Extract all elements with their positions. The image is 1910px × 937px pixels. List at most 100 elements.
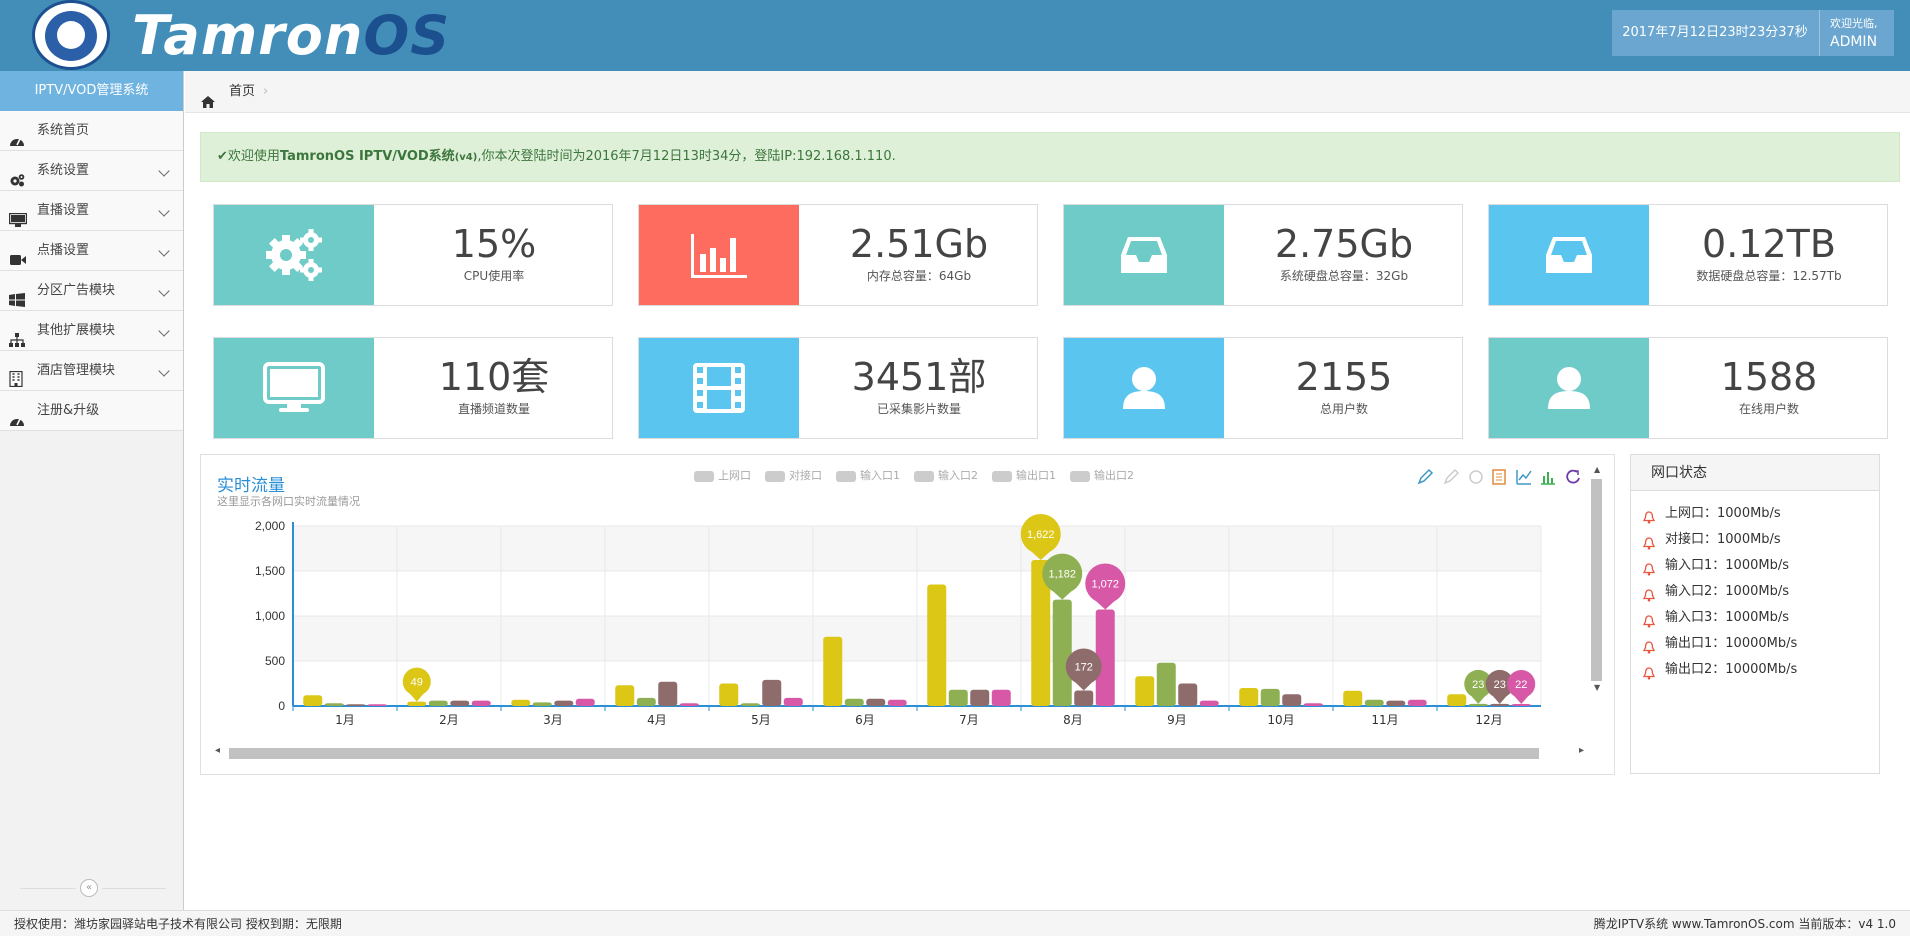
sitemap-icon [9,324,25,347]
markpoint-label: 49 [411,677,423,689]
breadcrumb: 首页 › [185,71,1910,113]
x-tick-label: 8月 [1063,713,1083,727]
markpoint-label: 22 [1515,679,1527,691]
chevron-down-icon [158,285,170,297]
home-icon[interactable] [200,85,216,127]
stat-card-2: 2.51Gb 内存总容量：64Gb [638,204,1038,306]
vertical-scrollbar[interactable]: ▲ ▼ [1590,465,1602,693]
stat-value: 2155 [1295,355,1393,399]
stat-label: 在线用户数 [1738,402,1799,416]
video-camera-icon [9,244,26,265]
bar-2-4 [636,697,656,706]
stat-value: 3451部 [851,355,987,399]
top-header: TamronOS 2017年7月12日23时23分37秒 欢迎光临, ADMIN [0,0,1910,71]
bar-4-9 [1199,700,1219,706]
sidebar-item-3[interactable]: 直播设置 [0,191,183,231]
gears-icon [214,205,374,305]
sidebar-item-label: 注册&升级 [37,403,100,418]
check-icon: ✔ [217,149,228,164]
windows-icon [9,284,25,307]
bar-2-12 [1468,703,1488,706]
markpoint-label: 1,182 [1048,569,1076,581]
sidebar-item-1[interactable]: 系统首页 [0,111,183,151]
dashboard-icon [9,404,25,426]
bar-3-1 [346,704,366,706]
x-tick-label: 11月 [1371,713,1398,727]
port-status-panel: 网口状态 上网口：1000Mb/s 对接口：1000Mb/s 输入口1：1000Mb… [1630,454,1880,774]
bar-4-12 [1511,704,1531,706]
bar-2-7 [948,689,968,706]
sidebar-item-2[interactable]: 系统设置 [0,151,183,191]
port-status-item: 输出口2：10000Mb/s [1631,657,1879,683]
bar-3-9 [1178,683,1198,706]
markpoint-pin [1065,648,1102,685]
building-icon [9,364,25,388]
chevron-down-icon [158,165,170,177]
breadcrumb-separator: › [263,84,269,99]
stat-label: 数据硬盘总容量：12.57Tb [1696,269,1842,283]
markpoint-label: 1,072 [1091,579,1119,591]
sidebar-item-8[interactable]: 注册&升级 [0,391,183,431]
markpoint-pin [402,667,431,696]
port-status-item: 输入口3：1000Mb/s [1631,605,1879,631]
sidebar-item-4[interactable]: 点播设置 [0,231,183,271]
bar-chart-toggle-icon[interactable] [1541,472,1555,485]
sidebar: IPTV/VOD管理系统 系统首页 系统设置 直播设置 点播设置 分区广告模块 其他扩展模… [0,71,184,910]
bell-icon [1642,612,1656,628]
bar-chart-icon [639,205,799,305]
bar-3-8 [1074,690,1094,706]
bar-4-4 [679,703,699,706]
bar-2-2 [428,700,448,706]
footer: 授权使用：潍坊家园驿站电子技术有限公司 授权到期：无限期 腾龙IPTV系统 ww… [0,910,1910,936]
port-status-item: 输入口1：1000Mb/s [1631,553,1879,579]
bar-1-4 [615,685,635,706]
chart-toolbox [1417,468,1587,486]
stat-card-5: 110套 直播频道数量 [213,337,613,439]
logo-emblem [32,0,110,70]
bar-2-11 [1364,699,1384,706]
dashboard-icon [9,124,25,146]
username[interactable]: ADMIN [1830,34,1878,50]
mark-clear-icon[interactable] [1469,470,1483,484]
bar-2-1 [324,703,344,706]
horizontal-scrollbar[interactable]: ◂ ▸ [213,745,1593,759]
data-view-icon[interactable] [1492,469,1506,485]
restore-icon[interactable] [1566,469,1580,484]
chart-title: 实时流量 [217,476,285,496]
y-tick-label: 2,000 [255,519,285,533]
chevron-down-icon [158,205,170,217]
sidebar-item-7[interactable]: 酒店管理模块 [0,351,183,391]
bar-1-11 [1343,690,1363,706]
bar-3-2 [450,700,470,706]
bar-4-3 [575,698,595,706]
sidebar-item-6[interactable]: 其他扩展模块 [0,311,183,351]
bar-2-8 [1052,599,1072,706]
mark-undo-icon[interactable] [1443,468,1460,485]
stat-label: 已采集影片数量 [876,402,961,416]
stat-card-4: 0.12TB 数据硬盘总容量：12.57Tb [1488,204,1888,306]
line-chart-icon[interactable] [1516,470,1532,485]
inbox-icon [1489,205,1649,305]
stat-card-3: 2.75Gb 系统硬盘总容量：32Gb [1063,204,1463,306]
mark-pen-icon[interactable] [1417,468,1434,485]
y-tick-label: 500 [265,654,285,668]
sidebar-item-label: 其他扩展模块 [37,323,116,338]
bar-4-2 [471,700,491,706]
port-status-item: 输入口2：1000Mb/s [1631,579,1879,605]
chart-subtitle: 这里显示各网口实时流量情况 [217,495,360,508]
sidebar-item-5[interactable]: 分区广告模块 [0,271,183,311]
markpoint-label: 172 [1075,662,1093,674]
markpoint-pin [1507,670,1536,699]
markpoint-pin [1042,553,1083,594]
markpoint-pin [1464,669,1493,698]
stat-label: 系统硬盘总容量：32Gb [1279,269,1409,283]
markpoint-pin [1485,669,1514,698]
user-info-box: 2017年7月12日23时23分37秒 欢迎光临, ADMIN [1612,10,1894,56]
logo-text[interactable]: TamronOS [132,4,451,67]
x-tick-label: 10月 [1267,713,1294,727]
breadcrumb-home-link[interactable]: 首页 [229,84,256,99]
stat-value: 15% [451,222,537,266]
stat-card-1: 15% CPU使用率 [213,204,613,306]
stat-label: CPU使用率 [463,269,525,283]
sidebar-collapse-button[interactable]: « [80,879,98,897]
